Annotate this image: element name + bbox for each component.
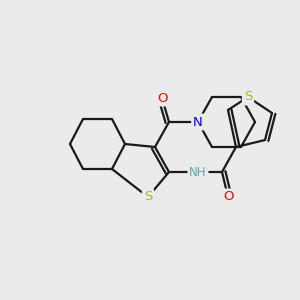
Text: NH: NH — [189, 166, 207, 178]
Text: O: O — [223, 190, 233, 203]
Text: S: S — [244, 91, 252, 103]
Text: N: N — [193, 116, 203, 128]
Text: S: S — [144, 190, 152, 203]
Text: O: O — [157, 92, 167, 104]
